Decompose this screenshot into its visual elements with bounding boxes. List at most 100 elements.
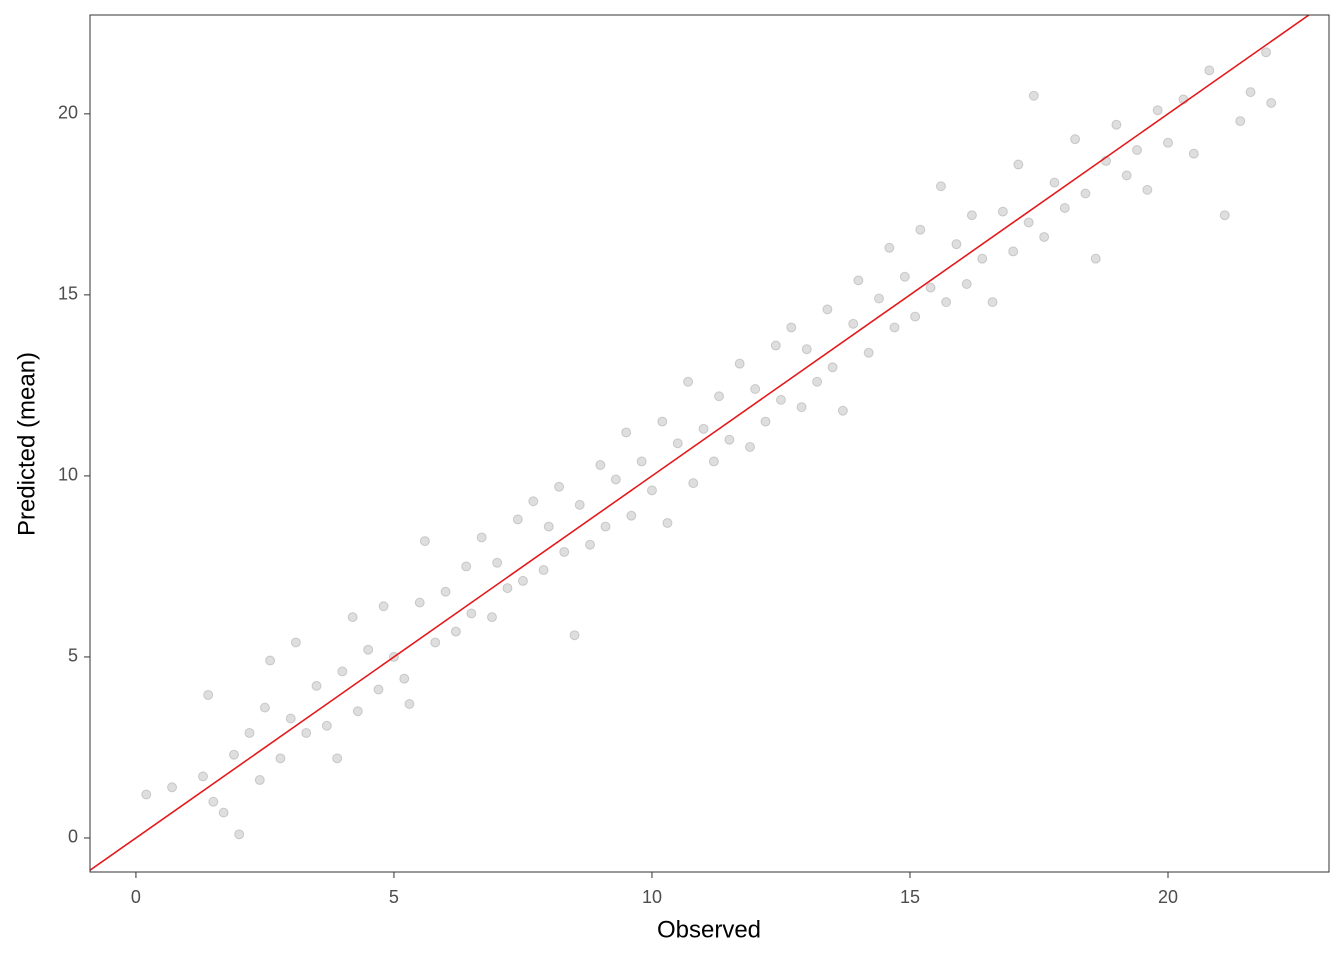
point: [1204, 65, 1215, 76]
point: [915, 224, 926, 235]
point: [688, 478, 699, 489]
point: [848, 318, 859, 329]
point: [724, 434, 735, 445]
x-axis-title: Observed: [657, 916, 761, 943]
point: [254, 775, 265, 786]
point: [1008, 246, 1019, 257]
point: [559, 546, 570, 557]
point: [951, 239, 962, 250]
plot-area: [90, 15, 1311, 871]
point: [528, 496, 539, 507]
point: [399, 673, 410, 684]
point: [404, 699, 415, 710]
point: [538, 565, 549, 576]
point: [275, 753, 286, 764]
point: [1152, 105, 1163, 116]
reference-line: [90, 15, 1311, 871]
point: [440, 586, 451, 597]
point: [822, 304, 833, 315]
point: [745, 441, 756, 452]
point: [1188, 148, 1199, 159]
point: [935, 181, 946, 192]
point: [708, 456, 719, 467]
point: [966, 210, 977, 221]
point: [1121, 170, 1132, 181]
point: [786, 322, 797, 333]
point: [1266, 97, 1277, 108]
point: [863, 347, 874, 358]
y-tick-label: 20: [58, 103, 78, 123]
point: [1049, 177, 1060, 188]
point: [801, 344, 812, 355]
point: [352, 706, 363, 717]
point: [636, 456, 647, 467]
plot-frame: [89, 14, 1330, 873]
point: [363, 644, 374, 655]
point: [574, 499, 585, 510]
point: [311, 680, 322, 691]
point: [502, 583, 513, 594]
point: [585, 539, 596, 550]
point: [378, 601, 389, 612]
point: [1235, 116, 1246, 127]
point: [1245, 87, 1256, 98]
point: [646, 485, 657, 496]
point: [419, 536, 430, 547]
point: [889, 322, 900, 333]
point: [290, 637, 301, 648]
point: [683, 376, 694, 387]
point: [1162, 137, 1173, 148]
point: [1261, 47, 1272, 58]
point: [1059, 202, 1070, 213]
point: [961, 279, 972, 290]
point: [827, 362, 838, 373]
point: [332, 753, 343, 764]
point: [347, 612, 358, 623]
point: [874, 293, 885, 304]
point: [760, 416, 771, 427]
point: [285, 713, 296, 724]
point: [198, 771, 209, 782]
point: [512, 514, 523, 525]
point: [884, 242, 895, 253]
point: [987, 297, 998, 308]
point: [775, 394, 786, 405]
point: [750, 384, 761, 395]
point: [941, 297, 952, 308]
point: [492, 557, 503, 568]
point: [853, 275, 864, 286]
point: [662, 517, 673, 528]
point: [208, 796, 219, 807]
point: [1142, 184, 1153, 195]
point: [997, 206, 1008, 217]
point: [414, 597, 425, 608]
point: [698, 423, 709, 434]
point: [486, 612, 497, 623]
y-tick-label: 10: [58, 465, 78, 485]
point: [925, 282, 936, 293]
y-tick-label: 0: [68, 827, 78, 847]
point: [430, 637, 441, 648]
y-tick-label: 15: [58, 284, 78, 304]
point: [1028, 90, 1039, 101]
point: [259, 702, 270, 713]
point: [977, 253, 988, 264]
point: [167, 782, 178, 793]
point: [610, 474, 621, 485]
point: [203, 689, 214, 700]
point: [621, 427, 632, 438]
point: [1080, 188, 1091, 199]
point: [543, 521, 554, 532]
point: [1013, 159, 1024, 170]
point: [517, 575, 528, 586]
point: [265, 655, 276, 666]
point: [910, 311, 921, 322]
point: [1023, 217, 1034, 228]
x-tick-label: 10: [642, 887, 662, 907]
point: [569, 630, 580, 641]
point: [672, 438, 683, 449]
point: [321, 720, 332, 731]
point: [301, 727, 312, 738]
point: [1132, 145, 1143, 156]
